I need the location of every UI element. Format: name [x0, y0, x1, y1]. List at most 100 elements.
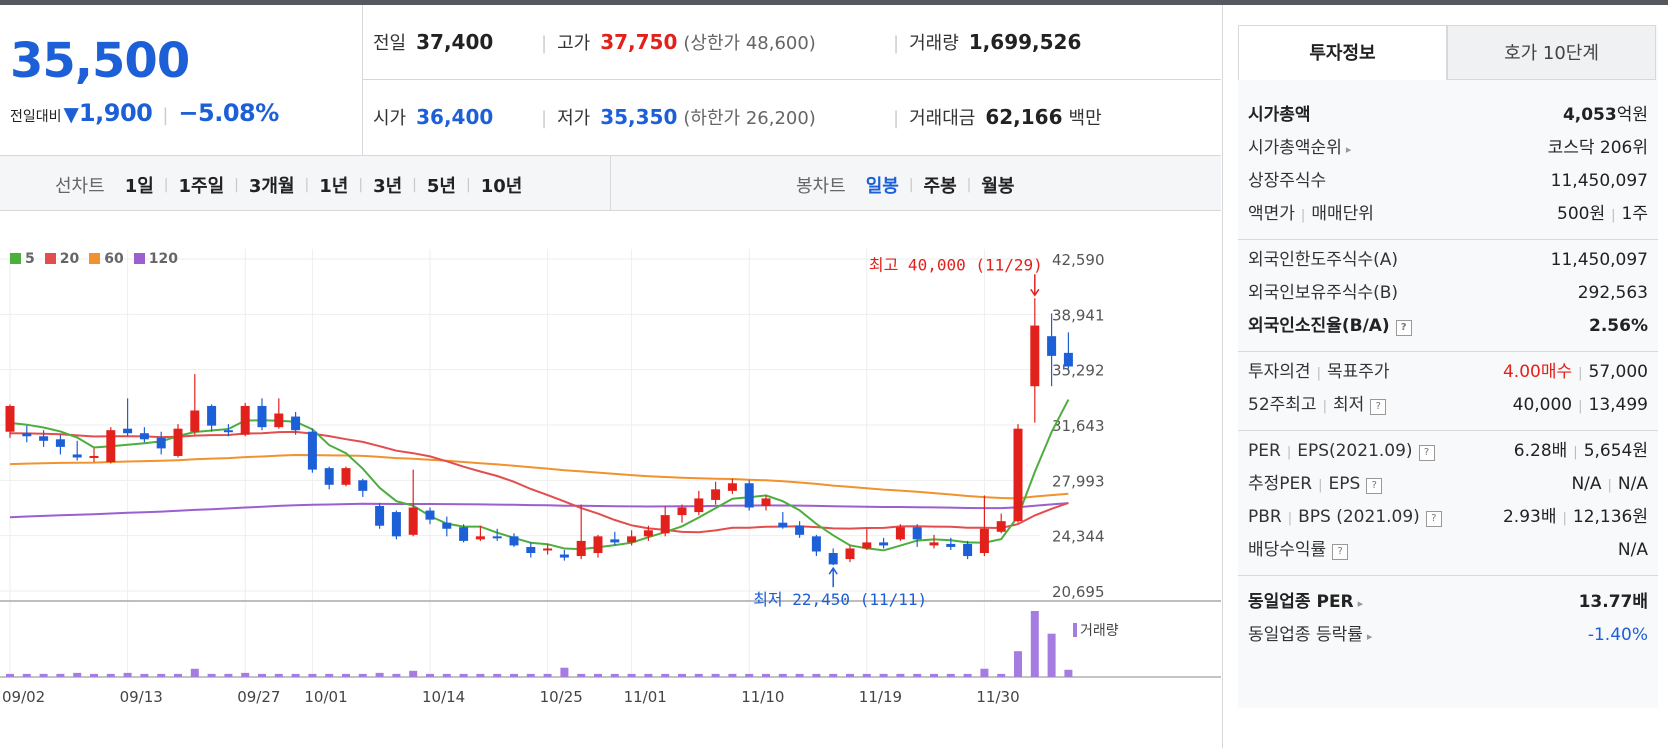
- legend-ma120: 120: [133, 251, 178, 267]
- current-price: 35,500: [10, 33, 190, 89]
- candle: [391, 512, 401, 537]
- volume-bar: [375, 672, 384, 677]
- section-industry: 동일업종 PER ▸ 13.77배 동일업종 등락률 ▸ -1.40%: [1238, 576, 1658, 660]
- period-3m[interactable]: 3개월: [248, 176, 295, 197]
- legend-ma5: 5: [10, 251, 35, 267]
- quote-table: 전일 37,400 | 고가 37,750 (상한가 48,600) | 거래량 1,699…: [363, 5, 1221, 155]
- volume-bar: [560, 667, 569, 677]
- volume-bar: [106, 673, 115, 677]
- candle: [307, 431, 317, 470]
- section-valuation: PER | EPS(2021.09)? 6.28배 | 5,654원 추정PER | EPS?…: [1238, 431, 1658, 576]
- volume-bar: [594, 673, 602, 677]
- line-chart-periods: 선차트 1일 | 1주일 | 3개월 | 1년 | 3년 | 5년 | 10년: [0, 156, 611, 210]
- candle-weekly[interactable]: 주봉: [923, 176, 957, 197]
- period-1y[interactable]: 1년: [319, 176, 349, 197]
- quote-row-2: 시가 36,400 | 저가 35,350 (하한가 26,200) | 거래대금 62,1…: [363, 80, 1221, 154]
- candle: [795, 525, 805, 535]
- help-icon[interactable]: ?: [1370, 399, 1387, 415]
- candle: [375, 506, 385, 526]
- candle: [627, 536, 637, 543]
- volume-bar: [946, 673, 955, 677]
- candle-chart-periods: 봉차트 일봉 | 주봉 | 월봉: [796, 172, 1015, 198]
- row-industry-rate[interactable]: 동일업종 등락률 ▸ -1.40%: [1248, 625, 1648, 645]
- tab-order-book[interactable]: 호가 10단계: [1447, 25, 1656, 80]
- x-tick-label: 10/14: [422, 688, 465, 706]
- change-label: 전일대비: [10, 109, 62, 125]
- volume-bar: [224, 673, 233, 677]
- volume-bar: [812, 673, 821, 677]
- section-market-cap: 시가총액 4,053억원 시가총액순위 ▸ 코스닥 206위 상장주식수 11,450,…: [1238, 95, 1658, 240]
- candle: [963, 543, 973, 557]
- low-price: | 저가 35,350 (하한가 26,200): [541, 105, 816, 129]
- high-annotation: 최고 40,000 (11/29): [869, 255, 1043, 274]
- candle-chart-label: 봉차트: [796, 176, 846, 197]
- volume-bar: [426, 673, 434, 677]
- candle: [425, 510, 435, 520]
- candle: [761, 498, 771, 507]
- period-5y[interactable]: 5년: [426, 176, 456, 197]
- ma5-line: [9, 399, 1070, 552]
- period-3y[interactable]: 3년: [373, 176, 403, 197]
- period-10y[interactable]: 10년: [480, 176, 523, 197]
- period-1d[interactable]: 1일: [124, 176, 154, 197]
- candle: [1047, 336, 1057, 356]
- volume-bar: [543, 673, 552, 677]
- candle: [778, 522, 788, 528]
- candle-monthly[interactable]: 월봉: [981, 176, 1015, 197]
- volume-bar: [409, 670, 418, 677]
- candle: [39, 436, 49, 441]
- help-icon[interactable]: ?: [1418, 445, 1435, 461]
- volume-bar: [778, 673, 787, 677]
- help-icon[interactable]: ?: [1366, 478, 1383, 494]
- candle: [257, 405, 267, 428]
- candle-daily[interactable]: 일봉: [865, 176, 899, 197]
- volume-bar: [1030, 611, 1039, 677]
- chevron-right-icon: ▸: [1366, 630, 1373, 643]
- period-1w[interactable]: 1주일: [178, 176, 225, 197]
- down-arrow-icon: ▼: [63, 102, 79, 126]
- change-value: 1,900: [78, 99, 153, 127]
- help-icon[interactable]: ?: [1332, 544, 1349, 560]
- volume-bar: [207, 673, 216, 677]
- x-tick-label: 10/25: [540, 688, 583, 706]
- volume-bar: [980, 668, 989, 677]
- x-tick-label: 11/10: [741, 688, 784, 706]
- chevron-right-icon: ▸: [1345, 143, 1352, 156]
- y-tick-label: 42,590: [1052, 251, 1105, 269]
- help-icon[interactable]: ?: [1425, 511, 1442, 527]
- volume-bar: [342, 673, 350, 677]
- row-market-cap-rank[interactable]: 시가총액순위 ▸ 코스닥 206위: [1248, 138, 1648, 158]
- tab-investment-info[interactable]: 투자정보: [1238, 25, 1447, 80]
- candle: [1063, 352, 1073, 367]
- volume-bar: [1064, 669, 1073, 677]
- row-industry-per[interactable]: 동일업종 PER ▸ 13.77배: [1248, 592, 1648, 612]
- candle: [106, 430, 116, 463]
- volume-bar: [795, 673, 804, 677]
- y-tick-label: 24,344: [1052, 528, 1105, 546]
- candle: [929, 542, 939, 546]
- candle: [895, 527, 905, 540]
- volume-bar: [644, 673, 653, 677]
- candle: [207, 405, 217, 426]
- volume-bar: [913, 673, 922, 677]
- candle: [593, 536, 603, 554]
- candle: [240, 405, 250, 435]
- help-icon[interactable]: ?: [1395, 320, 1412, 336]
- candle: [845, 548, 855, 560]
- y-tick-label: 27,993: [1052, 472, 1105, 490]
- x-tick-label: 09/27: [237, 688, 280, 706]
- volume-bar: [997, 673, 1006, 677]
- volume-bar: [358, 673, 367, 677]
- candle: [610, 539, 620, 543]
- volume-bar: [577, 673, 586, 677]
- high-arrow-head-icon: [1030, 288, 1040, 297]
- candle: [996, 521, 1006, 532]
- candle: [173, 428, 183, 456]
- volume-bar: [123, 672, 132, 677]
- candle: [5, 405, 15, 432]
- volume-bar: [610, 673, 619, 677]
- price-box: 35,500 전일대비 ▼ 1,900 | −5.08%: [0, 5, 363, 155]
- volume-bar: [476, 673, 485, 677]
- candle: [811, 536, 821, 552]
- candle: [72, 454, 82, 458]
